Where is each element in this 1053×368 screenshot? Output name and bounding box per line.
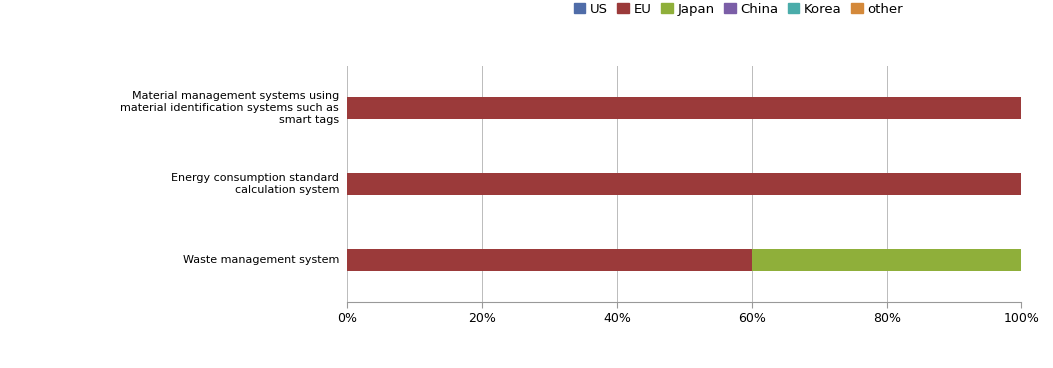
Bar <box>347 250 752 270</box>
Bar <box>347 173 1021 195</box>
Bar <box>752 250 1021 270</box>
Bar <box>347 98 1021 118</box>
Legend: US, EU, Japan, China, Korea, other: US, EU, Japan, China, Korea, other <box>569 0 909 21</box>
